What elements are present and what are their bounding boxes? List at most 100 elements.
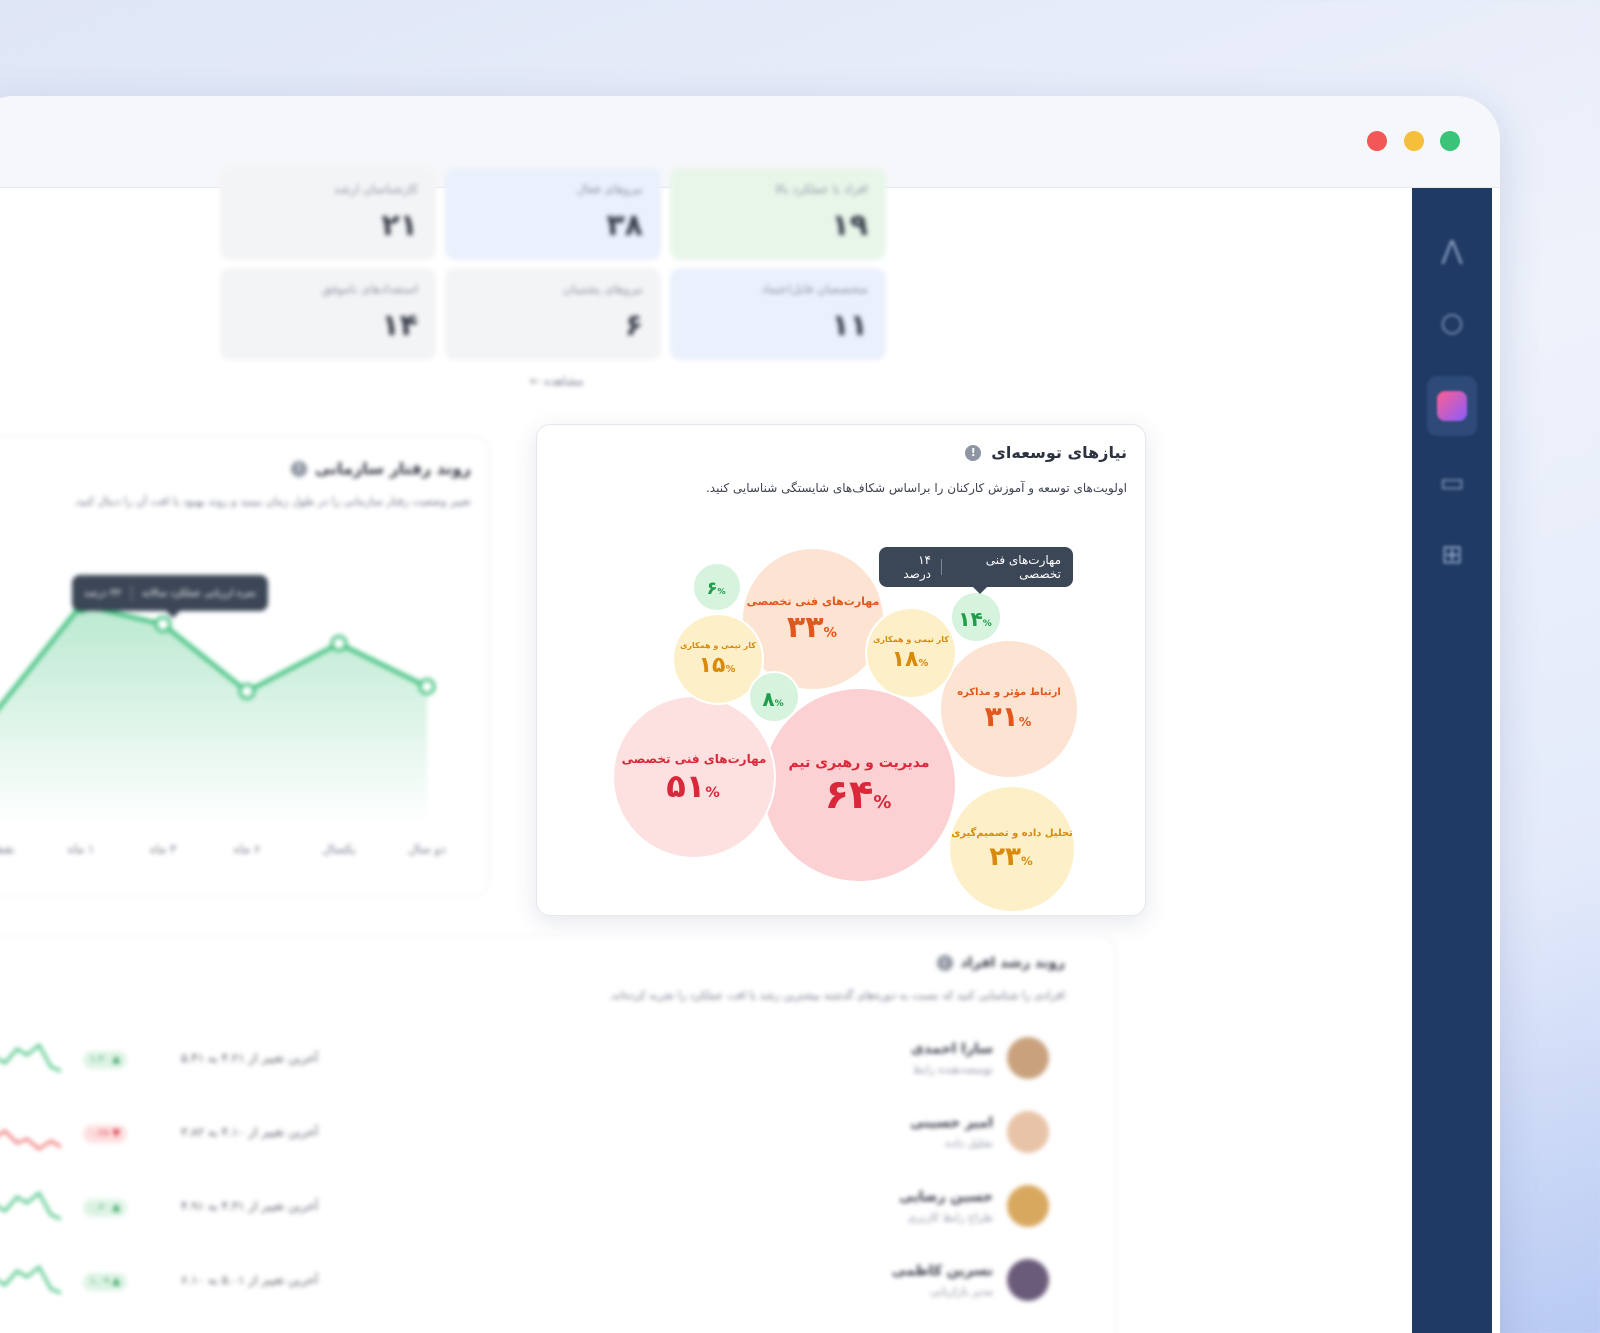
behavior-x-tick: نقطه شروع (0, 842, 15, 857)
bubble-value: ۵۱% (666, 770, 721, 802)
bubble[interactable]: کار تیمی و همکاری ۱۸% (865, 607, 957, 699)
stat-value: ۶ (624, 308, 643, 343)
stat-value: ۱۴ (381, 308, 418, 343)
person-row[interactable]: سارا احمدی توسعه‌دهنده رابط (911, 1037, 1049, 1079)
stat-card[interactable]: استعدادهای ناموفق ۱۴ (220, 268, 436, 360)
maximize-window-button[interactable] (1440, 131, 1460, 151)
person-name: امیر حسینی (910, 1114, 993, 1131)
bubble[interactable]: ۶% (692, 562, 742, 612)
stat-value: ۱۱ (831, 308, 868, 343)
sparkline-line (0, 1191, 61, 1221)
bubble-label: کار تیمی و همکاری (873, 635, 949, 645)
bubble[interactable]: مهارت‌های فنی تخصصی ۵۱% (612, 695, 776, 859)
bubble-value: ۳۱% (985, 703, 1034, 731)
behavior-x-tick: یکسال (322, 842, 355, 856)
person-row[interactable]: نسرین کاظمی مدیر بازاریابی (892, 1259, 1049, 1301)
stat-card[interactable]: کارشناسان ارشد ۲۱ (220, 168, 436, 260)
calendar-icon[interactable]: ▭ (1439, 468, 1465, 498)
tooltip-label: مهارت‌های فنی تخصصی (985, 553, 1061, 581)
sparkline (0, 1043, 61, 1073)
behavior-line-chart: نقطه شروع ۱ ماه ۳ ماه ۶ ماه یکسال دو سال (0, 596, 446, 857)
tooltip-value: ۴۳ درصد (84, 587, 121, 599)
behavior-x-tick: ۶ ماه (234, 842, 261, 856)
growth-trend-card: روند رشد افراد ! افرادی را شناسایی کنید … (0, 936, 1116, 1333)
behavior-point (154, 615, 172, 633)
behavior-trend-card: روند رفتار سازمانی ! تغییر وضعیت رفتار س… (0, 436, 490, 896)
bubble-label: تحلیل داده و تصمیم‌گیری (951, 828, 1073, 839)
change-text: آخرین تغییر از ۴.۳۱ به ۴.۹۱ (181, 1199, 319, 1213)
info-icon[interactable]: ! (936, 955, 953, 971)
stat-card[interactable]: نیروهای فعال ۳۸ (445, 168, 661, 260)
stat-label: متخصصان قابل‌اعتماد (761, 282, 868, 296)
bubble-number: ۵۱ (666, 767, 706, 806)
avatar (1007, 1185, 1049, 1227)
apps-icon[interactable] (1427, 376, 1477, 436)
sparkline (0, 1191, 61, 1221)
bubble-value: ۱۴% (958, 609, 993, 629)
person-name: حسین رضایی (899, 1188, 993, 1205)
stat-value: ۱۹ (831, 208, 868, 243)
bubble-value: ۲۳% (989, 844, 1034, 870)
bubble-number: ۱۸ (891, 646, 919, 672)
info-icon[interactable]: ! (290, 460, 307, 477)
info-icon[interactable]: ! (965, 444, 982, 461)
stat-label: نیروهای پشتیبان (563, 282, 643, 296)
percent-sign: % (717, 586, 726, 596)
development-needs-subtitle: اولویت‌های توسعه و آموزش کارکنان را براس… (705, 481, 1127, 495)
minimize-window-button[interactable] (1404, 131, 1424, 151)
close-window-button[interactable] (1367, 131, 1387, 151)
behavior-title: روند رفتار سازمانی (314, 459, 471, 478)
behavior-x-tick: دو سال (408, 842, 445, 857)
bubble[interactable]: ارتباط مؤثر و مذاکره ۳۱% (939, 639, 1079, 779)
bubble[interactable]: ۸% (748, 671, 800, 723)
sparkline (0, 1265, 61, 1295)
search-icon[interactable]: ○ (1440, 308, 1464, 338)
growth-subtitle: افرادی را شناسایی کنید که نسبت به دوره‌ه… (608, 989, 1065, 1002)
bubble-number: ۱۵ (698, 652, 726, 678)
person-row[interactable]: امیر حسینی تحلیل داده (910, 1111, 1049, 1153)
behavior-x-tick: ۱ ماه (68, 842, 95, 856)
person-role: توسعه‌دهنده رابط (912, 1062, 993, 1076)
bubble[interactable]: تحلیل داده و تصمیم‌گیری ۲۳% (948, 785, 1076, 913)
bubble-value: ۶% (706, 580, 727, 598)
person-name: سارا احمدی (911, 1040, 993, 1057)
sparkline-line (0, 1043, 61, 1073)
percent-sign: % (982, 619, 992, 629)
stat-label: استعدادهای ناموفق (321, 282, 418, 296)
bubble[interactable]: مدیریت و رهبری تیم ۶۴% (761, 687, 957, 883)
bubble-number: ۲۳ (989, 842, 1022, 872)
behavior-subtitle: تغییر وضعیت رفتار سازمانی را در طول زمان… (73, 495, 471, 508)
app-window: ⋀ ○ ▭ ⊞ کارشناسان ارشد ۲۱ نیروهای فعال ۳… (0, 96, 1500, 1333)
trend-badge: ▲ ۱.۲۰ (83, 1051, 127, 1069)
bubble[interactable]: ۱۴% (950, 591, 1002, 643)
percent-sign: % (1018, 714, 1032, 729)
stat-card[interactable]: نیروهای پشتیبان ۶ (445, 268, 661, 360)
bubble-number: ۸ (762, 687, 775, 711)
person-role: طراح رابط کاربری (907, 1210, 994, 1224)
development-needs-title: نیازهای توسعه‌ای (991, 443, 1127, 462)
bubble-label: مهارت‌های فنی تخصصی (621, 751, 767, 766)
bubble-tooltip: مهارت‌های فنی تخصصی ۱۴ درصد (879, 547, 1073, 594)
tooltip-label: نمره ارزیابی عملکرد سالانه (141, 587, 257, 599)
percent-sign: % (705, 785, 720, 802)
behavior-point (238, 682, 256, 700)
bubble-value: ۶۴% (825, 775, 894, 815)
sidebar: ⋀ ○ ▭ ⊞ (1412, 188, 1492, 1333)
stat-card[interactable]: افراد با عملکرد بالا ۱۹ (670, 168, 886, 260)
bubble-number: ۳۳ (786, 609, 824, 645)
bubble-label: ارتباط مؤثر و مذاکره (957, 687, 1061, 698)
stat-card[interactable]: متخصصان قابل‌اعتماد ۱۱ (670, 268, 886, 360)
logo-icon[interactable]: ⋀ (1441, 236, 1463, 266)
change-text: آخرین تغییر از ۴.۱۰ به ۳.۸۲ (181, 1125, 319, 1139)
view-more-link[interactable]: مشاهده ← (530, 374, 584, 388)
change-text: آخرین تغییر از ۴.۲۱ به ۵.۴۱ (181, 1051, 319, 1065)
person-row[interactable]: حسین رضایی طراح رابط کاربری (899, 1185, 1049, 1227)
percent-sign: % (873, 792, 892, 814)
growth-title: روند رشد افراد (960, 955, 1065, 971)
add-icon[interactable]: ⊞ (1441, 540, 1463, 570)
avatar (1007, 1259, 1049, 1301)
bubble-number: ۶۴ (824, 772, 874, 819)
bubble-number: ۱۴ (958, 607, 983, 631)
person-role: مدیر بازاریابی (929, 1284, 993, 1298)
bubble-value: ۸% (762, 689, 785, 709)
